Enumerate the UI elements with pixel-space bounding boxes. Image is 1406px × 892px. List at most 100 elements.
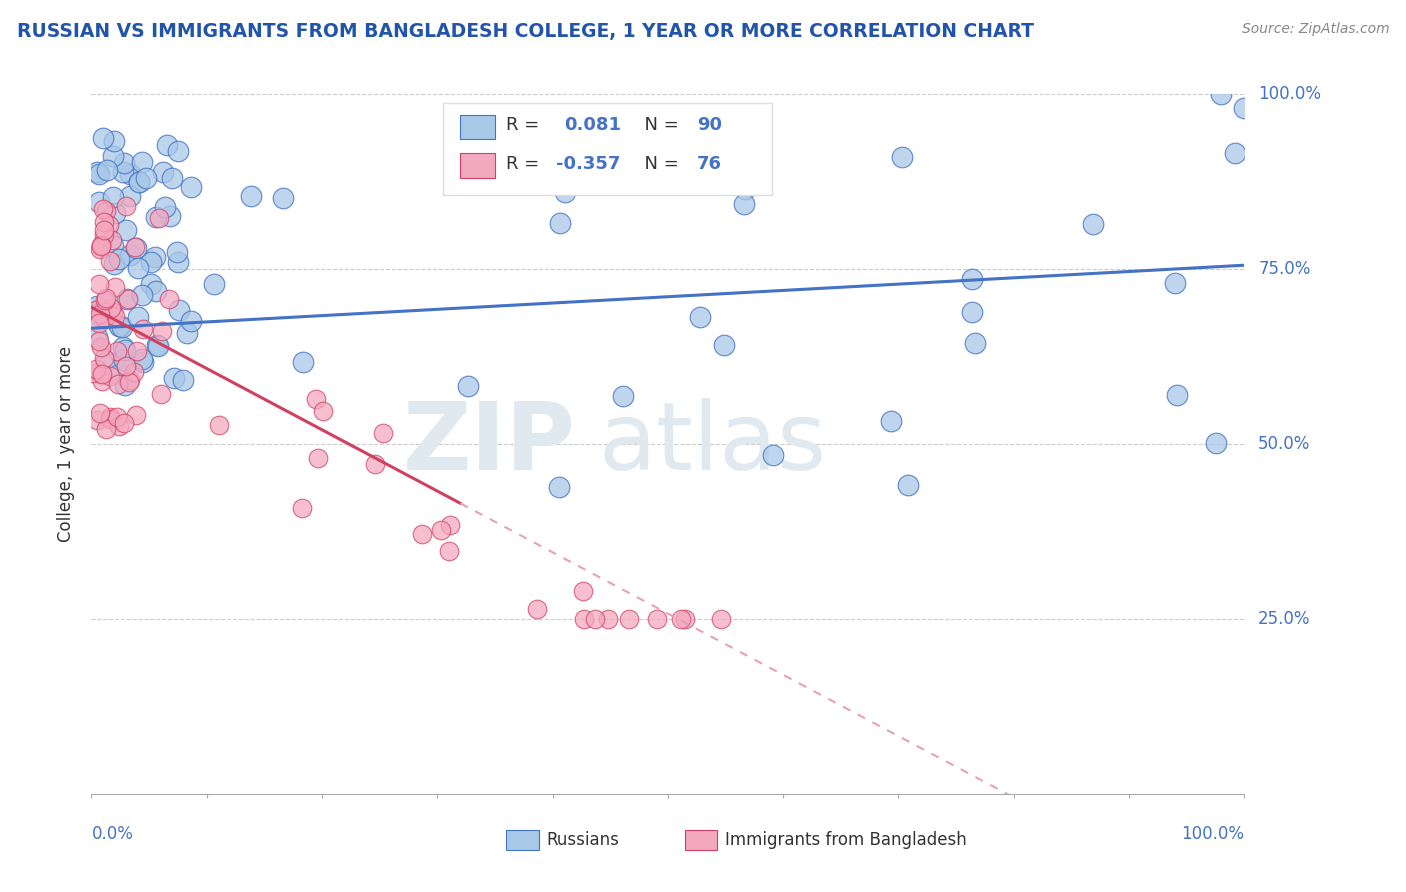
Point bbox=[1223, 145, 1246, 160]
Point bbox=[167, 303, 190, 318]
Text: 25.0%: 25.0% bbox=[1258, 610, 1310, 628]
Point bbox=[172, 373, 194, 387]
Point bbox=[131, 352, 153, 367]
Point bbox=[963, 336, 986, 351]
Bar bbox=[685, 830, 717, 850]
Point bbox=[104, 206, 127, 220]
Point bbox=[114, 343, 136, 357]
Point bbox=[962, 272, 984, 286]
Point bbox=[108, 319, 131, 334]
Point bbox=[962, 305, 984, 319]
Point bbox=[90, 374, 112, 388]
Point bbox=[145, 338, 167, 352]
Point bbox=[153, 200, 176, 214]
Point bbox=[628, 161, 651, 176]
Point bbox=[90, 340, 112, 354]
Point bbox=[115, 199, 138, 213]
Point bbox=[713, 337, 735, 351]
Point bbox=[93, 311, 115, 326]
Point bbox=[84, 362, 107, 376]
Point bbox=[619, 612, 641, 626]
Point bbox=[612, 389, 634, 403]
Point bbox=[101, 190, 124, 204]
Text: R =: R = bbox=[506, 154, 546, 173]
Text: N =: N = bbox=[633, 154, 685, 173]
Point bbox=[371, 426, 394, 441]
Point bbox=[127, 261, 149, 276]
Point bbox=[108, 252, 131, 266]
Point bbox=[93, 227, 115, 242]
Point bbox=[84, 307, 107, 321]
Point bbox=[363, 457, 385, 471]
Point bbox=[148, 211, 170, 226]
Point bbox=[146, 339, 169, 353]
Point bbox=[180, 179, 202, 194]
Point bbox=[1083, 218, 1105, 232]
Point bbox=[673, 612, 696, 626]
Point bbox=[118, 248, 141, 262]
Point bbox=[572, 612, 595, 626]
Bar bbox=[460, 115, 495, 139]
Point bbox=[100, 254, 122, 268]
Point bbox=[307, 450, 329, 465]
Point bbox=[112, 341, 135, 355]
Point bbox=[180, 314, 202, 328]
Point bbox=[596, 612, 619, 626]
Point bbox=[291, 355, 314, 369]
Point bbox=[145, 284, 167, 298]
Point bbox=[127, 310, 149, 324]
Point bbox=[291, 500, 314, 515]
Point bbox=[145, 211, 167, 225]
Point bbox=[1166, 388, 1188, 402]
Point bbox=[135, 171, 157, 186]
Text: Immigrants from Bangladesh: Immigrants from Bangladesh bbox=[725, 831, 967, 849]
Point bbox=[166, 244, 188, 259]
Point bbox=[439, 543, 461, 558]
Point bbox=[118, 373, 141, 387]
Point bbox=[208, 418, 231, 433]
Point bbox=[107, 419, 129, 434]
Point bbox=[120, 189, 142, 203]
Point bbox=[124, 240, 146, 254]
Point bbox=[104, 280, 127, 294]
Point bbox=[128, 175, 150, 189]
Point bbox=[101, 233, 124, 247]
Text: Source: ZipAtlas.com: Source: ZipAtlas.com bbox=[1241, 22, 1389, 37]
Point bbox=[98, 409, 121, 424]
Point bbox=[87, 316, 110, 330]
Point bbox=[112, 416, 135, 430]
Text: 75.0%: 75.0% bbox=[1258, 260, 1310, 277]
Point bbox=[710, 612, 733, 626]
Point bbox=[107, 409, 129, 424]
Text: N =: N = bbox=[633, 116, 685, 134]
Point bbox=[122, 365, 145, 379]
Point bbox=[87, 334, 110, 348]
Point bbox=[86, 330, 108, 344]
Text: -0.357: -0.357 bbox=[555, 154, 620, 173]
Point bbox=[115, 223, 138, 237]
FancyBboxPatch shape bbox=[443, 103, 772, 195]
Text: ZIP: ZIP bbox=[402, 398, 575, 490]
Point bbox=[132, 355, 155, 369]
Point bbox=[89, 307, 111, 321]
Point bbox=[131, 154, 153, 169]
Point bbox=[143, 250, 166, 264]
Point bbox=[139, 254, 162, 268]
Point bbox=[548, 216, 571, 230]
Point bbox=[114, 378, 136, 392]
Point bbox=[312, 404, 335, 418]
Bar bbox=[460, 153, 495, 178]
Y-axis label: College, 1 year or more: College, 1 year or more bbox=[58, 346, 76, 541]
Point bbox=[159, 209, 181, 223]
Point bbox=[411, 527, 433, 541]
Point bbox=[139, 277, 162, 292]
Point bbox=[86, 413, 108, 427]
Point bbox=[90, 367, 112, 381]
Point bbox=[104, 309, 127, 323]
Point bbox=[240, 189, 263, 203]
Text: 0.081: 0.081 bbox=[564, 116, 621, 134]
Point bbox=[163, 370, 186, 384]
Point bbox=[156, 138, 179, 153]
Point bbox=[101, 149, 124, 163]
Point bbox=[1205, 436, 1227, 450]
